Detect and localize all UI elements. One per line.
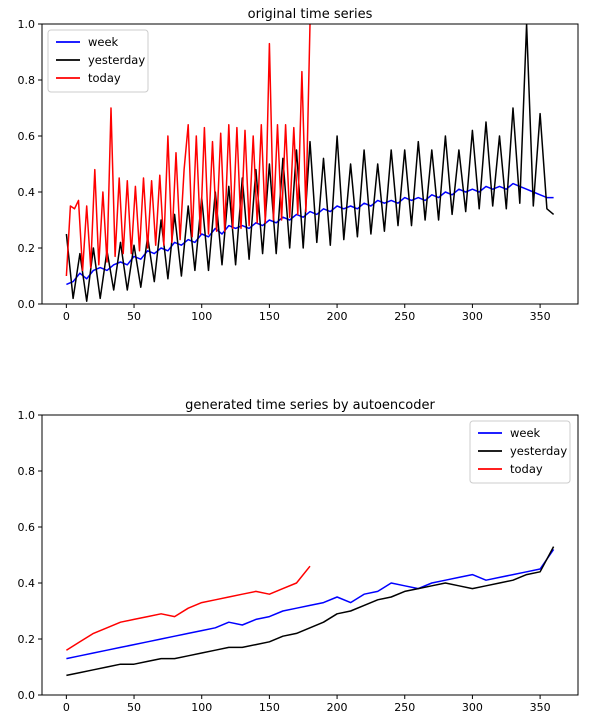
y-tick-label: 0.4: [18, 186, 36, 199]
y-tick-label: 0.0: [18, 689, 36, 702]
y-tick-label: 0.2: [18, 633, 36, 646]
series-line-today: [65, 24, 311, 277]
legend: week yesterday today: [469, 420, 571, 484]
axes-frame: [41, 23, 579, 305]
x-tick-label: 250: [394, 701, 415, 714]
series-line-week: [66, 182, 554, 286]
y-tick-label: 0.6: [18, 130, 36, 143]
x-axis: 0 50 100 150 200 250 300 350: [63, 695, 551, 714]
x-tick-label: 150: [259, 310, 280, 323]
legend-label-yesterday: yesterday: [88, 53, 145, 67]
legend-label-today: today: [510, 462, 543, 476]
x-tick-label: 300: [462, 310, 483, 323]
legend: week yesterday today: [47, 29, 149, 93]
chart-title: original time series: [248, 7, 373, 22]
series-line-week: [66, 548, 555, 660]
chart-title: generated time series by autoencoder: [185, 398, 435, 413]
x-tick-label: 0: [63, 310, 70, 323]
x-tick-label: 100: [191, 701, 212, 714]
chart-original-time-series: original time series 0 50 100 150 200 250 300 3…: [18, 7, 579, 323]
y-tick-label: 1.0: [18, 409, 36, 422]
legend-box: [469, 420, 571, 484]
x-tick-label: 350: [530, 701, 551, 714]
axes-frame: [41, 414, 579, 696]
x-tick-label: 50: [127, 310, 141, 323]
x-tick-label: 250: [394, 310, 415, 323]
x-tick-label: 200: [327, 310, 348, 323]
legend-label-week: week: [88, 35, 119, 49]
y-tick-label: 0.4: [18, 577, 36, 590]
legend-label-today: today: [88, 71, 121, 85]
x-tick-label: 200: [327, 701, 348, 714]
y-tick-label: 0.8: [18, 74, 36, 87]
x-tick-label: 100: [191, 310, 212, 323]
y-axis: 0.0 0.2 0.4 0.6 0.8 1.0: [18, 18, 42, 311]
x-tick-label: 150: [259, 701, 280, 714]
x-tick-label: 350: [530, 310, 551, 323]
y-tick-label: 1.0: [18, 18, 36, 31]
legend-label-week: week: [510, 426, 541, 440]
x-tick-label: 0: [63, 701, 70, 714]
x-axis: 0 50 100 150 200 250 300 350: [63, 304, 551, 323]
plot-area: [65, 24, 555, 302]
chart-generated-time-series: generated time series by autoencoder 0 50…: [18, 398, 579, 714]
y-tick-label: 0.0: [18, 298, 36, 311]
legend-box: [47, 29, 149, 93]
y-tick-label: 0.2: [18, 242, 36, 255]
y-tick-label: 0.8: [18, 465, 36, 478]
x-tick-label: 300: [462, 701, 483, 714]
plot-area: [66, 546, 555, 677]
series-line-yesterday: [66, 546, 555, 677]
legend-label-yesterday: yesterday: [510, 444, 567, 458]
y-axis: 0.0 0.2 0.4 0.6 0.8 1.0: [18, 409, 42, 702]
y-tick-label: 0.6: [18, 521, 36, 534]
series-line-today: [66, 565, 311, 651]
x-tick-label: 50: [127, 701, 141, 714]
